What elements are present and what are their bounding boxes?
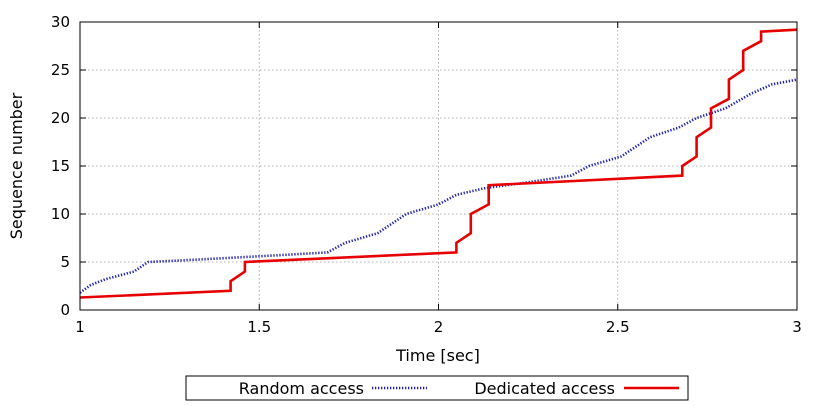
y-tick-label: 10 <box>51 205 70 223</box>
series <box>79 28 798 299</box>
y-tick-label: 15 <box>51 157 70 175</box>
legend-label-dedicated-access: Dedicated access <box>474 379 615 398</box>
x-tick-label: 1 <box>75 318 85 336</box>
x-axis-label: Time [sec] <box>395 346 480 365</box>
x-tick-label: 1.5 <box>247 318 271 336</box>
y-tick-label: 20 <box>51 109 70 127</box>
y-tick-label: 30 <box>51 13 70 31</box>
y-tick-label: 25 <box>51 61 70 79</box>
legend-box <box>185 375 689 401</box>
legend-label-random-access: Random access <box>239 379 364 398</box>
y-tick-label: 0 <box>60 301 70 319</box>
legend: Random access Dedicated access <box>185 375 689 401</box>
y-axis-label: Sequence number <box>7 92 26 239</box>
x-tick-label: 2 <box>434 318 444 336</box>
y-tick-label: 5 <box>60 253 70 271</box>
x-tick-label: 2.5 <box>606 318 630 336</box>
plot-frame <box>79 21 798 311</box>
series-line-1 <box>79 28 798 299</box>
x-tick-label: 3 <box>792 318 802 336</box>
series-line-0 <box>79 78 798 294</box>
grid <box>80 22 797 310</box>
